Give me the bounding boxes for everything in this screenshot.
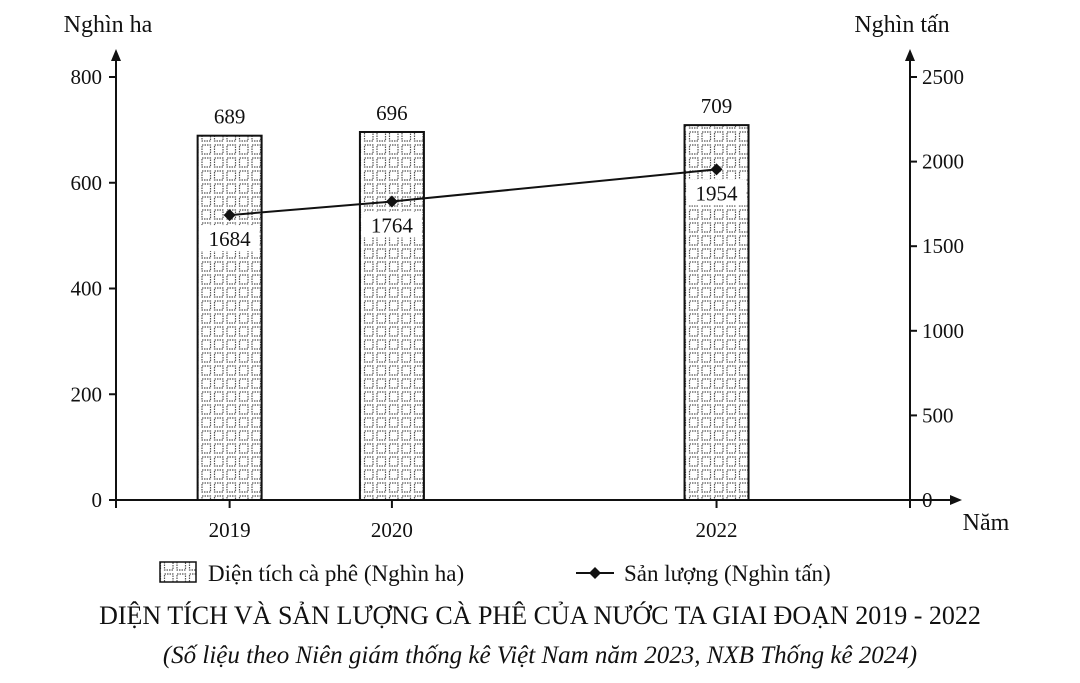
y-right-tick-label: 2000 <box>922 150 964 174</box>
chart-subtitle: (Số liệu theo Niên giám thống kê Việt Na… <box>163 642 917 669</box>
x-tick-label: 2020 <box>371 518 413 542</box>
y-axis-right-title: Nghìn tấn <box>854 12 949 38</box>
production-line <box>229 168 717 217</box>
bar-value-label: 709 <box>701 94 733 118</box>
y-left-tick-label: 800 <box>71 65 103 89</box>
legend-bar-label: Diện tích cà phê (Nghìn ha) <box>208 561 464 586</box>
line-value-label-bg <box>361 211 422 238</box>
line-value-label: 1954 <box>696 181 739 205</box>
line-series: 1684 1764 1954 <box>199 163 747 252</box>
x-tick-label: 2022 <box>696 518 738 542</box>
y-left-tick-label: 600 <box>71 171 103 195</box>
line-value-label: 1684 <box>209 227 252 251</box>
y-axis-left-arrow <box>111 49 121 61</box>
legend-line-marker <box>589 567 601 579</box>
y-left-tick-label: 400 <box>71 277 103 301</box>
y-left-tick-label: 0 <box>92 488 103 512</box>
bar-value-label: 689 <box>214 105 246 129</box>
line-point <box>385 195 398 208</box>
line-value-label-bg <box>686 179 747 206</box>
x-axis-ticks: 2019 2020 2022 <box>115 500 911 542</box>
y-axis-left-ticks: 0 200 400 600 800 <box>71 65 116 512</box>
y-left-tick-label: 200 <box>71 382 103 406</box>
x-tick-label: 2019 <box>209 518 251 542</box>
bar <box>358 130 425 502</box>
line-value-label: 1764 <box>371 214 414 238</box>
line-point <box>710 163 723 176</box>
y-right-tick-label: 1500 <box>922 234 964 258</box>
bar-series: 689 696 709 <box>196 94 750 502</box>
line-point <box>223 209 236 222</box>
bar <box>196 134 263 501</box>
y-axis-right-arrow <box>905 49 915 61</box>
y-right-tick-label: 1000 <box>922 319 964 343</box>
x-axis-title: Năm <box>963 510 1010 536</box>
y-right-tick-label: 500 <box>922 403 954 427</box>
y-axis-right-ticks: 0 500 1000 1500 2000 2500 <box>910 65 964 512</box>
legend-line-label: Sản lượng (Nghìn tấn) <box>624 561 831 586</box>
y-axis-left-title: Nghìn ha <box>64 12 153 38</box>
line-value-label-bg <box>199 225 260 252</box>
y-right-tick-label: 2500 <box>922 65 964 89</box>
x-axis-arrow <box>950 495 962 505</box>
y-right-tick-label: 0 <box>922 488 933 512</box>
bar-value-label: 696 <box>376 101 408 125</box>
chart-title: DIỆN TÍCH VÀ SẢN LƯỢNG CÀ PHÊ CỦA NƯỚC T… <box>99 601 981 630</box>
legend: Diện tích cà phê (Nghìn ha) Sản lượng (N… <box>159 561 831 586</box>
legend-bar-swatch <box>159 561 197 583</box>
